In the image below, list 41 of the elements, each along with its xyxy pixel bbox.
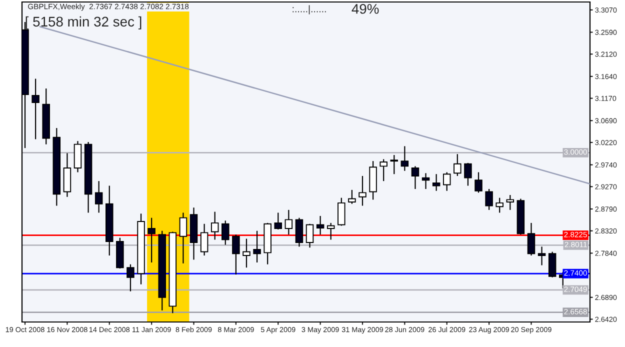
candlestick [390,154,398,175]
candlestick [242,238,250,268]
annotation: 49% [352,4,379,14]
candlestick [210,211,219,240]
candlestick [222,220,230,246]
candlestick [32,78,40,140]
candlestick [326,222,335,240]
candlestick [200,223,208,256]
candlestick [348,189,356,204]
candlestick [306,223,314,248]
candlestick [94,180,103,214]
candlestick [422,172,430,190]
candlestick [295,217,304,248]
candlestick [74,140,82,173]
candlestick [474,172,482,194]
candlestick [358,175,366,206]
candlestick [496,197,504,214]
candlestick [464,162,472,186]
candlestick [411,166,420,190]
candlestick [274,212,282,230]
candlestick [380,158,388,182]
candlestick [63,152,72,198]
annotation: :.....|...... [292,5,326,14]
candlestick [126,264,134,292]
candlestick [485,188,493,210]
candlestick [506,194,514,210]
candlestick [538,246,546,266]
annotation: [ 5158 min 32 sec ] [26,16,142,30]
candlestick [400,146,409,172]
candlestick [527,222,536,256]
candlestick [442,172,451,192]
candlestick [179,212,188,264]
candlestick [454,154,462,177]
candlestick [148,217,156,264]
candlestick [432,174,440,192]
candlestick [284,209,293,236]
candlestick [253,230,261,264]
candlestick [338,197,346,226]
candlestick [548,251,556,278]
candlestick [316,215,324,236]
candlestick [232,234,240,276]
